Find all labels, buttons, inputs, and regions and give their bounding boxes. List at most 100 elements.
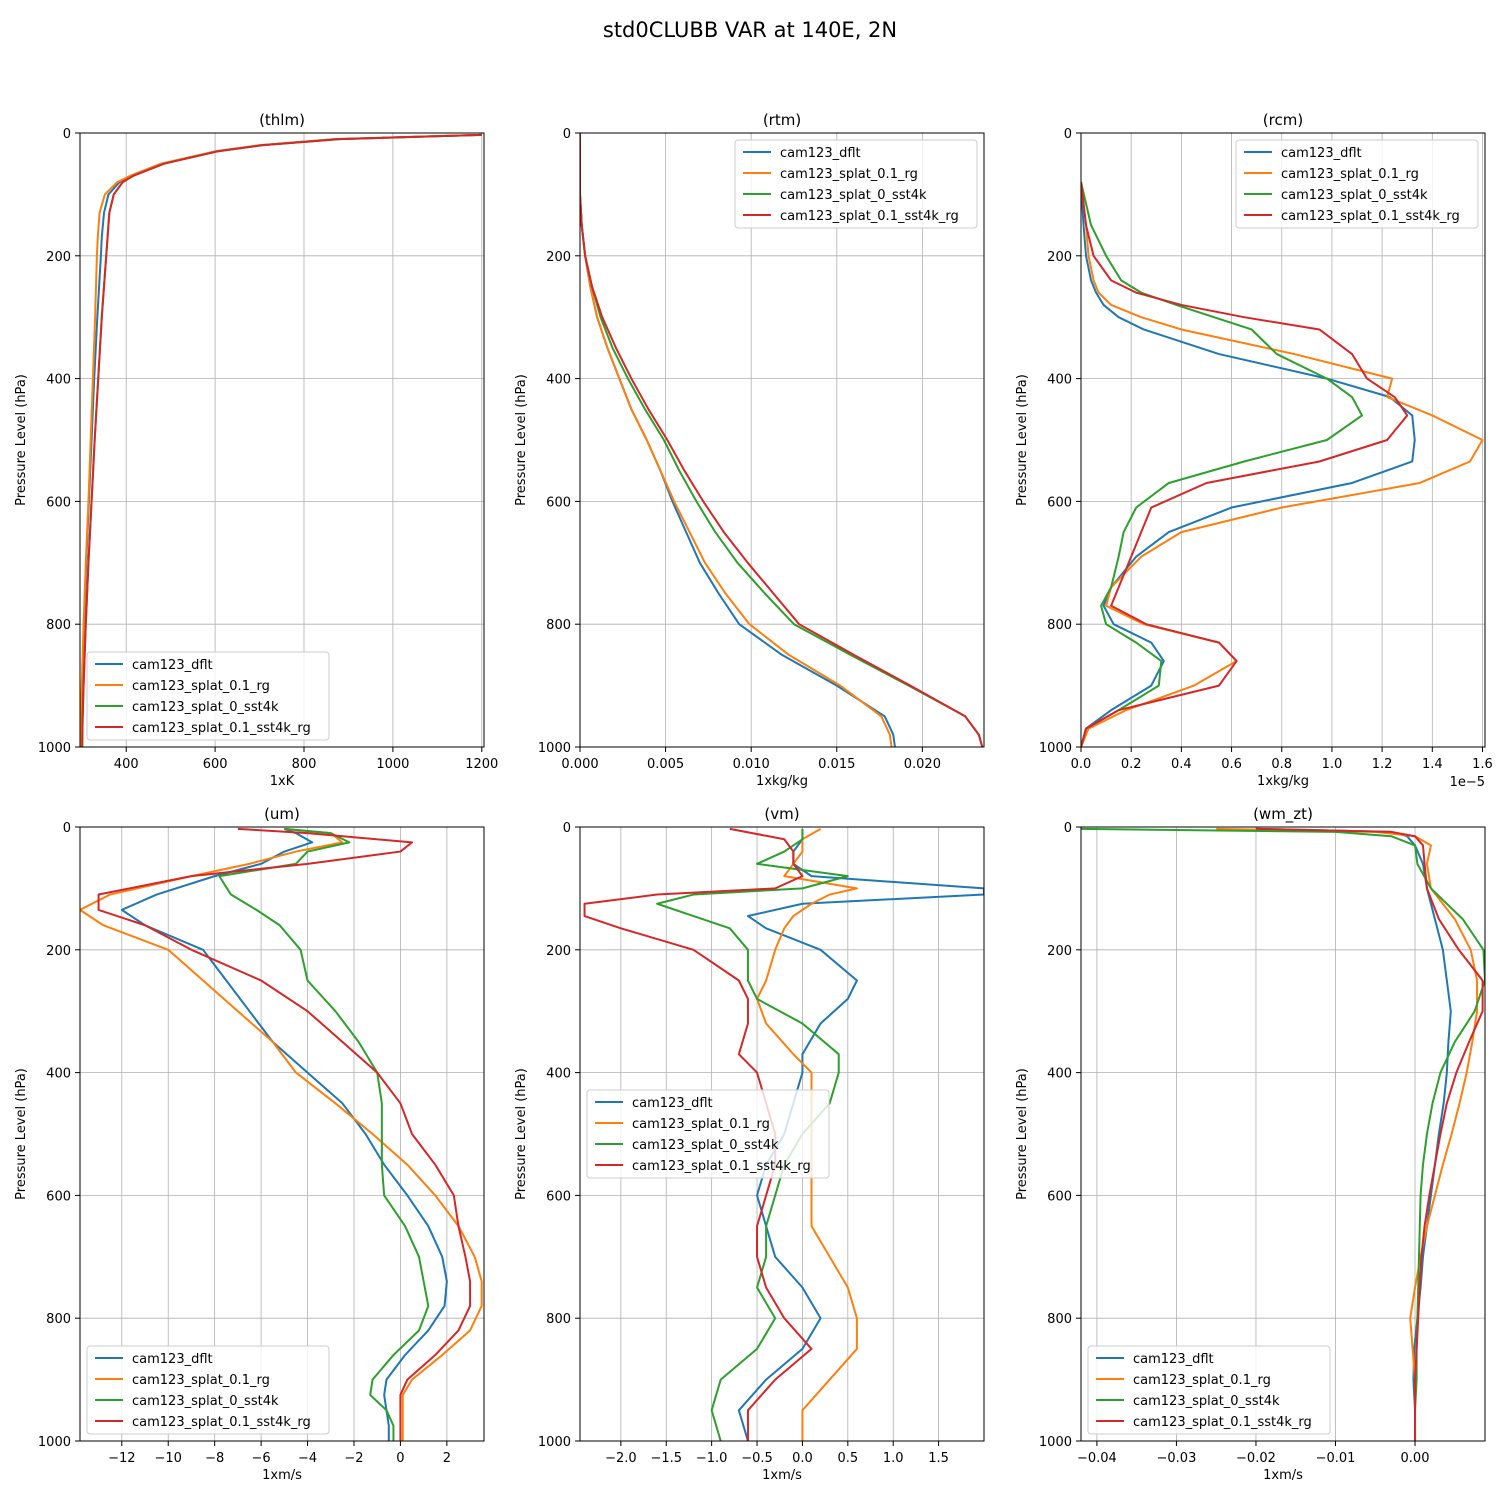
axes-title: (thlm) [259,111,305,129]
axes-title: (rtm) [763,111,801,129]
legend-label: cam123_splat_0.1_rg [632,1117,770,1132]
y-tick-label: 200 [1047,944,1072,959]
legend: cam123_dflt cam123_splat_0.1_rg cam123_spl… [1235,139,1479,229]
series-line-cam123_splat_0.1_sst4k_rg [97,827,472,1441]
series-group [583,827,984,1441]
figure-title: std0CLUBB VAR at 140E, 2N [603,18,897,42]
series-group [580,133,984,747]
y-tick-label: 1000 [1039,1435,1072,1450]
x-tick-label: 1.2 [1372,757,1393,772]
x-axis-label: 1xkg/kg [756,774,808,789]
x-tick-label: −4 [298,1451,317,1466]
y-axis-label: Pressure Level (hPa) [14,374,29,506]
axes-title: (vm) [764,805,799,823]
legend-box [86,1345,330,1435]
legend-label: cam123_splat_0.1_rg [132,1373,270,1388]
y-axis-label: Pressure Level (hPa) [514,374,529,506]
series-line-cam123_splat_0.1_rg [80,827,483,1441]
y-tick-label: 1000 [538,1435,571,1450]
y-tick-label: 1000 [38,1435,71,1450]
legend-box [86,651,330,741]
legend-label: cam123_dflt [1133,1352,1214,1367]
legend-label: cam123_splat_0.1_rg [1281,167,1419,182]
series-line-cam123_dflt [737,828,984,1441]
y-tick-label: 800 [1047,1312,1072,1327]
x-tick-label: 1.0 [883,1451,904,1466]
x-tick-label: 0.000 [561,757,598,772]
y-tick-label: 0 [563,821,571,836]
chart-panel-3: 0.0 0.2 0.4 0.6 0.8 1.0 1.2 1.4 1.6 0 200 400 600 800… [1015,111,1493,790]
x-tick-label: −2.0 [605,1451,637,1466]
axes-frame [79,132,485,748]
chart-panel-6: −0.04 −0.03 −0.02 −0.01 0.00 0 200 400 600 800 100… [1015,805,1486,1483]
y-axis-label: Pressure Level (hPa) [1015,374,1030,506]
legend: cam123_dflt cam123_splat_0.1_rg cam123_spl… [734,139,978,229]
legend-label: cam123_splat_0.1_rg [780,167,918,182]
x-offset-text: 1e−5 [1450,775,1485,790]
y-tick-label: 800 [46,618,71,633]
x-tick-label: 0 [396,1451,404,1466]
x-tick-label: 800 [292,757,317,772]
x-tick-label: 0.0 [1071,757,1092,772]
legend-label: cam123_splat_0_sst4k [1133,1394,1280,1409]
x-tick-label: 1200 [465,757,498,772]
x-tick-label: 0.00 [1401,1451,1430,1466]
chart-panel-5: −2.0 −1.5 −1.0 −0.5 0.0 0.5 1.0 1.5 0 200 400 600 80… [514,805,985,1483]
y-tick-label: 400 [1047,1067,1072,1082]
series-line-cam123_splat_0.1_sst4k_rg [580,133,984,747]
axes-frame [579,132,985,748]
x-tick-label: −10 [155,1451,182,1466]
legend-label: cam123_dflt [780,146,861,161]
legend-label: cam123_splat_0.1_rg [132,679,270,694]
x-tick-label: 1.5 [928,1451,949,1466]
x-tick-label: −8 [205,1451,224,1466]
series-line-cam123_splat_0.1_rg [1216,827,1479,1441]
y-tick-label: 200 [1047,250,1072,265]
x-tick-label: 0.0 [792,1451,813,1466]
legend-label: cam123_splat_0.1_sst4k_rg [1281,209,1460,224]
legend-label: cam123_splat_0.1_sst4k_rg [1133,1415,1312,1430]
y-tick-label: 400 [1047,373,1072,388]
x-tick-label: 1.6 [1472,757,1493,772]
y-axis-label: Pressure Level (hPa) [514,1068,529,1200]
x-tick-label: 0.6 [1221,757,1242,772]
series-line-cam123_splat_0.1_sst4k_rg [1081,182,1409,747]
x-tick-label: 0.010 [733,757,770,772]
y-tick-label: 400 [546,373,571,388]
legend-label: cam123_splat_0.1_sst4k_rg [132,1415,311,1430]
axes-frame [79,826,485,1442]
y-tick-label: 400 [46,373,71,388]
y-tick-label: 600 [1047,495,1072,510]
x-tick-label: −1.5 [650,1451,682,1466]
x-tick-label: 0.4 [1171,757,1192,772]
y-tick-label: 400 [46,1067,71,1082]
x-tick-label: 0.2 [1121,757,1142,772]
series-line-cam123_splat_0.1_rg [756,827,858,1441]
y-tick-label: 800 [546,1312,571,1327]
legend: cam123_dflt cam123_splat_0.1_rg cam123_spl… [1087,1345,1331,1435]
y-tick-label: 800 [46,1312,71,1327]
x-tick-label: 1.4 [1422,757,1443,772]
y-tick-label: 0 [63,821,71,836]
x-tick-label: 600 [203,757,228,772]
legend: cam123_dflt cam123_splat_0.1_rg cam123_spl… [86,651,330,741]
y-axis-label: Pressure Level (hPa) [14,1068,29,1200]
x-tick-label: −0.04 [1077,1451,1117,1466]
y-tick-label: 0 [1064,127,1072,142]
x-axis-label: 1xm/s [762,1468,802,1483]
x-axis-label: 1xkg/kg [1257,774,1309,789]
y-tick-label: 800 [546,618,571,633]
y-tick-label: 600 [46,1189,71,1204]
y-tick-label: 200 [46,944,71,959]
chart-panel-2: 0.000 0.005 0.010 0.015 0.020 0 200 400 600 800 10… [514,111,985,789]
axes-title: (um) [264,805,300,823]
legend-label: cam123_dflt [132,1352,213,1367]
x-tick-label: −1.0 [696,1451,728,1466]
y-tick-label: 0 [563,127,571,142]
legend-box [734,139,978,229]
legend-label: cam123_splat_0.1_sst4k_rg [780,209,959,224]
legend-label: cam123_splat_0_sst4k [132,1394,279,1409]
x-tick-label: 0.015 [818,757,855,772]
legend-label: cam123_dflt [132,658,213,673]
